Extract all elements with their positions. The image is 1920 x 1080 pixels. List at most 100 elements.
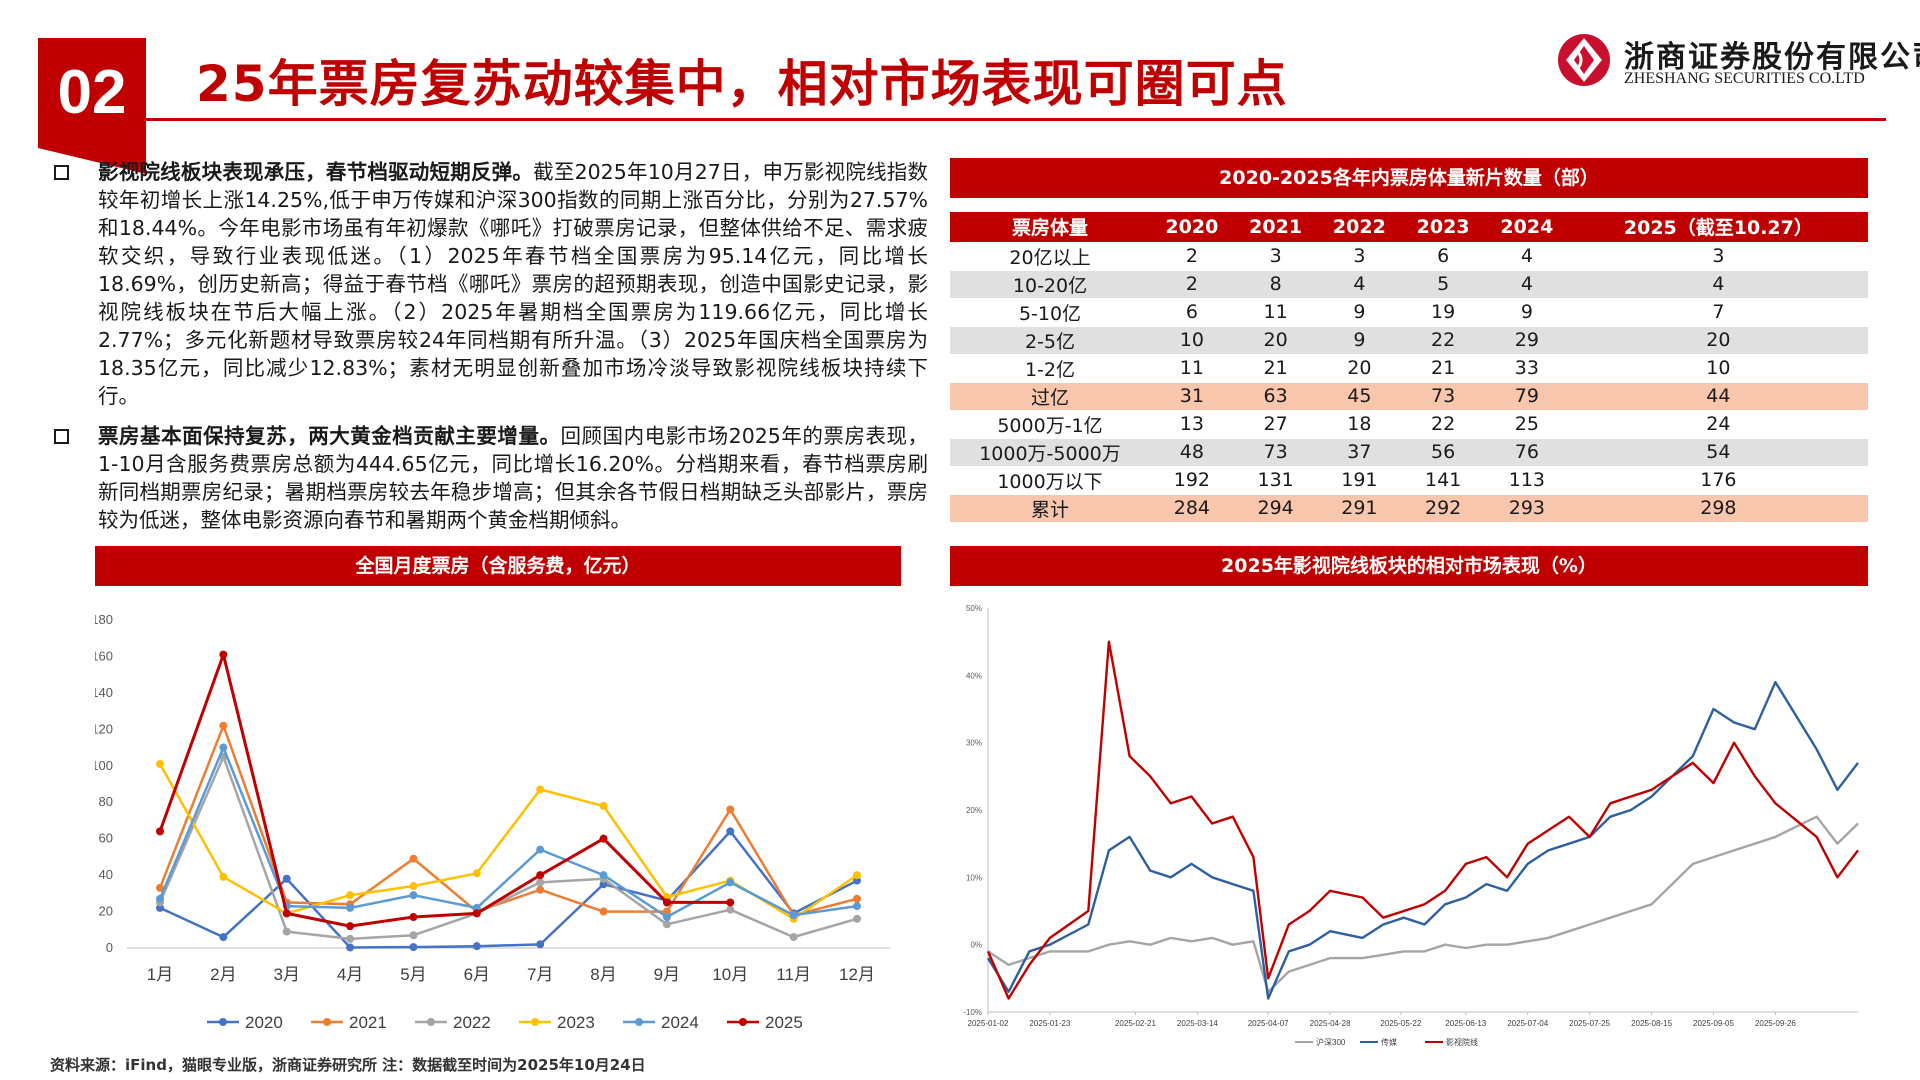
data-point-2020 [346, 943, 355, 952]
value-cell: 73 [1401, 382, 1485, 411]
value-cell: 4 [1317, 270, 1402, 299]
bullet-item: 影视院线板块表现承压，春节档驱动短期反弹。截至2025年10月27日，申万影视院… [48, 158, 928, 410]
table-title-bar: 2020-2025各年内票房体量新片数量（部） [950, 158, 1868, 198]
data-point-2024 [219, 743, 228, 752]
table-header-cell: 2022 [1317, 212, 1402, 243]
series-line-传媒 [986, 680, 1859, 1000]
value-cell: 8 [1233, 270, 1318, 299]
value-cell: 10 [1568, 354, 1868, 383]
row-label-cell: 2-5亿 [950, 326, 1150, 355]
table-row: 10-20亿 2 8 4 5 4 4 [950, 270, 1868, 299]
y-tick-label: 50% [966, 604, 982, 613]
row-label-cell: 5000万-1亿 [950, 410, 1150, 439]
x-tick-label: 2025-06-13 [1445, 1019, 1486, 1028]
table-header-cell: 2025（截至10.27） [1568, 212, 1868, 243]
row-label-cell: 1000万以下 [950, 466, 1150, 495]
data-point-2025 [409, 913, 418, 922]
data-point-2023 [853, 871, 861, 880]
data-point-2022 [409, 931, 418, 940]
value-cell: 24 [1568, 410, 1868, 439]
value-cell: 44 [1568, 382, 1868, 411]
y-tick-label: -10% [963, 1008, 982, 1017]
x-tick-label: 2025-01-23 [1029, 1019, 1070, 1028]
legend-marker-2022 [427, 1018, 435, 1026]
data-point-2025 [472, 909, 481, 918]
data-point-2021 [726, 805, 735, 814]
table-row: 20亿以上 2 3 3 6 4 3 [950, 242, 1868, 271]
x-tick-label: 2025-01-02 [968, 1019, 1009, 1028]
data-point-2022 [536, 878, 545, 887]
page-title: 25年票房复苏动较集中，相对市场表现可圈可点 [196, 55, 1288, 113]
value-cell: 3 [1233, 242, 1318, 271]
data-point-2023 [472, 869, 481, 878]
x-tick-label: 2025-05-22 [1380, 1019, 1421, 1028]
value-cell: 192 [1150, 466, 1234, 495]
value-cell: 56 [1401, 438, 1485, 467]
data-point-2023 [536, 785, 545, 794]
y-tick-label: 100 [95, 758, 113, 773]
row-label-cell: 5-10亿 [950, 298, 1150, 327]
data-point-2023 [599, 801, 608, 810]
bullet-text: 截至2025年10月27日，申万影视院线指数较年初增长上涨14.25%,低于申万… [98, 160, 929, 408]
legend-marker-2021 [323, 1018, 331, 1026]
legend-marker-2024 [635, 1018, 643, 1026]
data-point-2020 [599, 880, 608, 889]
value-cell: 27 [1233, 410, 1318, 439]
x-tick-label: 5月 [400, 965, 426, 984]
y-tick-label: 80 [99, 794, 113, 809]
data-point-2022 [662, 920, 671, 929]
value-cell: 4 [1568, 270, 1868, 299]
title-divider [146, 118, 1886, 121]
checkbox-square-icon [54, 165, 69, 180]
checkbox-square-icon [54, 429, 69, 444]
x-tick-label: 12月 [839, 965, 875, 984]
table-row: 2-5亿 10 20 9 22 29 20 [950, 326, 1868, 355]
legend-label: 影视院线 [1446, 1037, 1478, 1047]
value-cell: 6 [1401, 242, 1485, 271]
data-point-2024 [346, 903, 355, 912]
x-tick-label: 2025-09-05 [1693, 1019, 1734, 1028]
logo-english-name: ZHESHANG SECURITIES CO.LTD [1624, 70, 1865, 87]
data-point-2020 [726, 827, 735, 836]
value-cell: 2 [1150, 242, 1234, 271]
data-point-2024 [599, 871, 608, 880]
series-line-2025 [158, 653, 731, 928]
value-cell: 298 [1568, 494, 1868, 523]
data-point-2025 [219, 650, 228, 659]
row-label-cell: 累计 [950, 494, 1150, 523]
value-cell: 31 [1150, 382, 1234, 411]
value-cell: 294 [1233, 494, 1318, 523]
value-cell: 20 [1568, 326, 1868, 355]
value-cell: 292 [1401, 494, 1485, 523]
data-point-2023 [219, 872, 228, 881]
y-tick-label: 140 [95, 685, 113, 700]
table-header-cell: 2023 [1401, 212, 1485, 243]
x-tick-label: 2025-09-26 [1755, 1019, 1796, 1028]
data-point-2020 [156, 903, 164, 912]
legend-label: 2022 [453, 1013, 491, 1032]
table-row: 1000万以下 192 131 191 141 113 176 [950, 466, 1868, 495]
legend-label: 2023 [557, 1013, 595, 1032]
data-point-2025 [346, 922, 355, 931]
data-point-2020 [282, 874, 291, 883]
value-cell: 131 [1233, 466, 1318, 495]
value-cell: 25 [1485, 410, 1569, 439]
value-cell: 11 [1233, 298, 1318, 327]
legend-label: 传媒 [1381, 1037, 1397, 1047]
company-logo: 浙商证券股份有限公司 ZHESHANG SECURITIES CO.LTD [1556, 30, 1920, 92]
x-tick-label: 3月 [273, 965, 299, 984]
x-tick-label: 2025-03-14 [1177, 1019, 1218, 1028]
data-point-2020 [472, 942, 481, 951]
value-cell: 33 [1485, 354, 1569, 383]
data-point-2021 [599, 907, 608, 916]
value-cell: 3 [1317, 242, 1402, 271]
value-cell: 11 [1150, 354, 1234, 383]
data-point-2024 [726, 878, 735, 887]
legend-label: 2020 [245, 1013, 283, 1032]
data-point-2023 [409, 882, 418, 891]
legend-label: 沪深300 [1316, 1037, 1346, 1047]
table-row: 累计 284 294 291 292 293 298 [950, 494, 1868, 523]
value-cell: 18 [1317, 410, 1402, 439]
value-cell: 9 [1317, 298, 1402, 327]
data-point-2025 [599, 834, 608, 843]
